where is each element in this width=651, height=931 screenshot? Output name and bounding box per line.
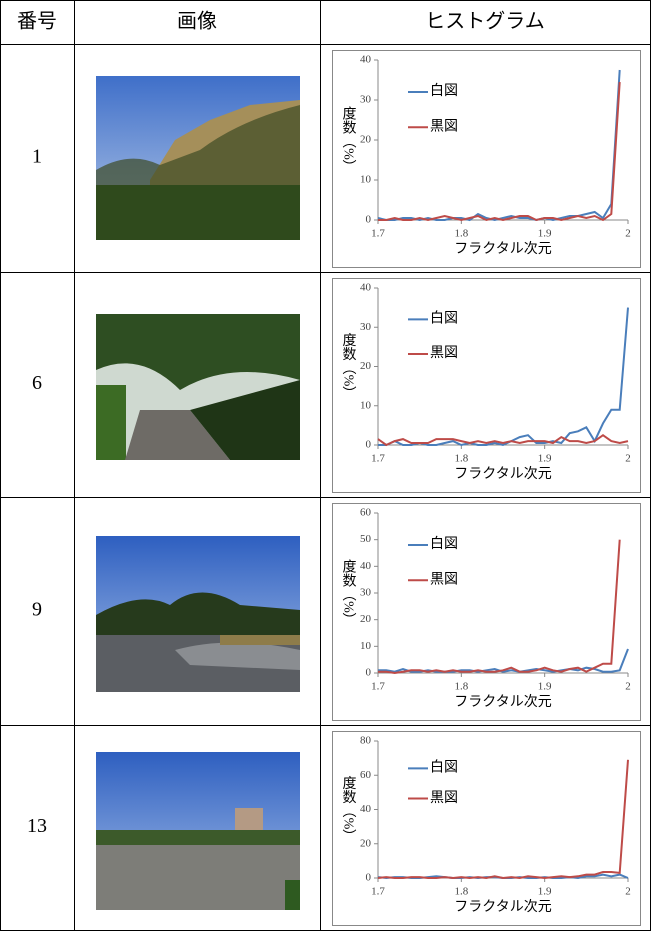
y-tick-label: 10: [360, 399, 372, 411]
y-axis-label: 度数（%）: [341, 333, 357, 401]
y-tick-label: 50: [360, 533, 372, 545]
y-tick-label: 40: [360, 54, 372, 66]
x-tick-label: 1.7: [371, 228, 385, 240]
x-tick-label: 1.7: [371, 886, 385, 898]
y-tick-label: 40: [360, 282, 372, 294]
row-number: 1: [32, 146, 42, 168]
legend-label: 黒図: [430, 119, 458, 134]
row-number: 13: [27, 815, 47, 837]
photo: [96, 314, 300, 460]
y-tick-label: 30: [360, 94, 372, 106]
x-tick-label: 1.7: [371, 681, 385, 693]
y-tick-label: 10: [360, 174, 372, 186]
photo: [96, 752, 300, 910]
x-tick-label: 1.9: [538, 886, 552, 898]
legend-label: 白図: [430, 83, 458, 99]
legend-label: 黒図: [430, 346, 458, 361]
y-tick-label: 20: [360, 837, 372, 849]
page: 番号 画像 ヒストグラム 10102030401.71.81.92フラクタル次元…: [0, 0, 651, 931]
legend-label: 黒図: [430, 791, 458, 806]
x-tick-label: 2: [625, 886, 631, 898]
x-tick-label: 1.7: [371, 453, 385, 465]
x-tick-label: 2: [625, 228, 631, 240]
y-tick-label: 80: [360, 735, 372, 747]
x-axis-label: フラクタル次元: [454, 899, 551, 915]
x-tick-label: 1.9: [538, 228, 552, 240]
photo: [96, 76, 300, 240]
x-tick-label: 1.9: [538, 681, 552, 693]
legend-label: 白図: [430, 311, 458, 327]
x-axis-label: フラクタル次元: [454, 694, 551, 710]
header-cell: 画像: [177, 10, 217, 33]
y-tick-label: 30: [360, 321, 372, 333]
x-tick-label: 1.9: [538, 453, 552, 465]
row-number: 9: [32, 599, 42, 621]
header-cell: 番号: [17, 10, 57, 33]
y-tick-label: 20: [360, 360, 372, 372]
y-tick-label: 40: [360, 560, 372, 572]
x-tick-label: 2: [625, 681, 631, 693]
y-axis-label: 度数（%）: [341, 559, 357, 627]
y-tick-label: 40: [360, 803, 372, 815]
legend-label: 黒図: [430, 572, 458, 587]
x-axis-label: フラクタル次元: [454, 241, 551, 257]
x-tick-label: 2: [625, 453, 631, 465]
y-tick-label: 0: [366, 872, 372, 884]
y-tick-label: 0: [366, 439, 372, 451]
x-tick-label: 1.8: [454, 228, 468, 240]
y-tick-label: 20: [360, 134, 372, 146]
y-tick-label: 10: [360, 640, 372, 652]
y-tick-label: 20: [360, 613, 372, 625]
photo: [96, 536, 300, 692]
table: 番号 画像 ヒストグラム 10102030401.71.81.92フラクタル次元…: [0, 0, 651, 931]
x-tick-label: 1.8: [454, 681, 468, 693]
x-axis-label: フラクタル次元: [454, 466, 551, 482]
x-tick-label: 1.8: [454, 886, 468, 898]
y-tick-label: 60: [360, 769, 372, 781]
x-tick-label: 1.8: [454, 453, 468, 465]
y-tick-label: 60: [360, 507, 372, 519]
y-tick-label: 30: [360, 587, 372, 599]
legend-label: 白図: [430, 536, 458, 552]
row-number: 6: [32, 372, 42, 394]
y-tick-label: 0: [366, 667, 372, 679]
y-axis-label: 度数（%）: [341, 106, 357, 174]
y-tick-label: 0: [366, 214, 372, 226]
header-cell: ヒストグラム: [425, 10, 544, 33]
legend-label: 白図: [430, 760, 458, 776]
y-axis-label: 度数（%）: [341, 776, 357, 844]
